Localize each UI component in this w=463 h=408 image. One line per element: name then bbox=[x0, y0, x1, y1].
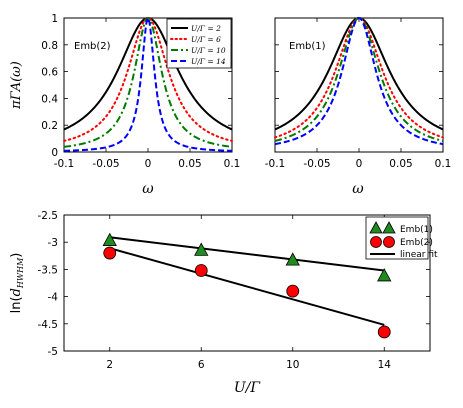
panel-emb2-curve-2 bbox=[63, 16, 233, 148]
legend-label-u6: U/Γ = 6 bbox=[191, 35, 221, 44]
panel-hwhm-xlabel: U/Γ bbox=[234, 380, 262, 396]
legend-label-u14: U/Γ = 14 bbox=[191, 57, 226, 66]
panel-emb2-ylabel: πΓA(ω) bbox=[9, 61, 24, 110]
legend-circle-marker bbox=[383, 236, 395, 248]
panel-hwhm-ytick-label: -3.5 bbox=[38, 264, 59, 276]
panel-hwhm-ylabel: ln(dHWHM) bbox=[9, 253, 25, 314]
emb2-point bbox=[103, 246, 117, 260]
legend-label-fit: linear fit bbox=[400, 250, 438, 260]
emb2-point bbox=[194, 264, 208, 277]
panel-hwhm-xtick-label: 14 bbox=[378, 359, 392, 371]
panel-emb2-label: Emb(2) bbox=[74, 41, 111, 52]
legend-circle-marker bbox=[370, 236, 382, 248]
linear-fit-line-0 bbox=[109, 236, 385, 272]
legend-label-emb1: Emb(1) bbox=[400, 225, 433, 235]
panel-emb1-xtick-label: 0 bbox=[356, 158, 363, 170]
emb2-point bbox=[286, 284, 300, 298]
panel-hwhm-ytick-label: -3 bbox=[48, 237, 58, 249]
panel-emb1-curve-0 bbox=[274, 16, 444, 131]
panel-hwhm-ytick-label: -5 bbox=[48, 346, 58, 358]
legend-label-u2: U/Γ = 2 bbox=[191, 24, 221, 33]
panel-hwhm-ytick-label: -4.5 bbox=[38, 319, 59, 331]
panel-emb1-xtick-label: -0.05 bbox=[303, 158, 330, 170]
linear-fit-line-1 bbox=[109, 247, 385, 326]
panel-emb2-ytick-label: 1 bbox=[51, 13, 58, 25]
panel-hwhm-ytick-label: -4 bbox=[48, 292, 59, 304]
panel-emb2-ytick-label: 0.2 bbox=[41, 120, 58, 132]
panel-hwhm: ln(dHWHM) U/Γ 2 6 10 14 -5 -4.5 -4 -3.5 -3 -2.5 E… bbox=[9, 210, 438, 396]
panel-hwhm-xtick-label: 10 bbox=[286, 359, 299, 371]
legend-triangle-marker bbox=[369, 221, 383, 234]
panel-emb1-curve-1 bbox=[274, 16, 444, 139]
panel-hwhm-xtick-label: 6 bbox=[198, 359, 205, 371]
emb1-point bbox=[102, 232, 117, 246]
panel-emb2-ytick-label: 0.6 bbox=[41, 67, 58, 79]
panel-emb1-curve-2 bbox=[274, 16, 444, 142]
panel-emb1: Emb(1) ω -0.1 -0.05 0 0.05 0.1 bbox=[265, 16, 452, 197]
emb2-point bbox=[377, 325, 391, 339]
panel-emb2-xtick-label: 0.05 bbox=[178, 158, 201, 170]
panel-emb2-ytick-label: 0.8 bbox=[41, 40, 58, 52]
panel-emb1-xlabel: ω bbox=[352, 181, 364, 197]
panel-emb2-xtick-label: -0.05 bbox=[92, 158, 119, 170]
panel-emb2-ytick-label: 0 bbox=[51, 147, 58, 159]
panel-emb2-xtick-label: -0.1 bbox=[54, 158, 75, 170]
panel-emb2-curve-1 bbox=[63, 16, 233, 142]
panel-emb1-xtick-label: 0.05 bbox=[389, 158, 412, 170]
panel-emb1-xtick-label: 0.1 bbox=[435, 158, 452, 170]
panel-emb2-curve-3 bbox=[63, 15, 233, 152]
panel-emb1-curve-3 bbox=[274, 16, 444, 146]
panel-emb2-legend: U/Γ = 2 U/Γ = 6 U/Γ = 10 U/Γ = 14 bbox=[166, 18, 232, 69]
panel-emb2: Emb(2) πΓA(ω) ω -0.1 -0.05 0 0.05 0.1 0 0.2 0.4… bbox=[9, 13, 240, 197]
panel-emb2-xtick-label: 0.1 bbox=[224, 158, 241, 170]
emb1-point bbox=[285, 252, 300, 266]
emb1-point bbox=[194, 242, 209, 256]
panel-emb1-xtick-label: -0.1 bbox=[265, 158, 286, 170]
panel-emb1-label: Emb(1) bbox=[289, 41, 326, 52]
panel-hwhm-ytick-label: -2.5 bbox=[38, 210, 59, 222]
panel-emb2-ytick-label: 0.4 bbox=[41, 93, 58, 105]
legend-triangle-marker bbox=[382, 221, 396, 234]
panel-hwhm-xtick-label: 2 bbox=[106, 359, 113, 371]
panel-hwhm-legend: Emb(1) Emb(2) linear fit bbox=[365, 216, 438, 260]
panel-emb2-xlabel: ω bbox=[142, 181, 154, 197]
panel-emb2-xtick-label: 0 bbox=[145, 158, 152, 170]
legend-label-u10: U/Γ = 10 bbox=[191, 46, 226, 55]
emb1-point bbox=[377, 268, 392, 282]
panel-hwhm-frame bbox=[63, 214, 431, 352]
legend-label-emb2: Emb(2) bbox=[400, 238, 433, 248]
